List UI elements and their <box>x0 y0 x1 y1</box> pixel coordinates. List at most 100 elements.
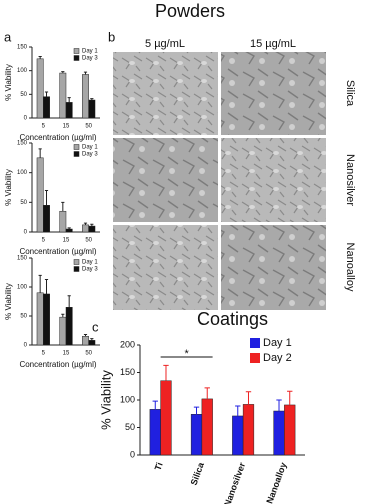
column-header: 15 µg/mL <box>250 38 296 50</box>
bar <box>160 380 172 456</box>
error-bar <box>90 338 94 341</box>
y-axis-label: % Viability <box>4 64 13 101</box>
bar <box>284 404 296 456</box>
panel-label: a <box>4 29 12 44</box>
legend-swatch <box>73 266 80 272</box>
bar <box>59 72 67 119</box>
legend-label: Day 2 <box>263 352 292 364</box>
legend-label: Day 3 <box>82 56 98 62</box>
bar <box>65 228 73 233</box>
micrograph <box>221 138 326 222</box>
legend-swatch <box>250 353 260 363</box>
error-bar <box>204 387 210 399</box>
x-tick-label: Nanoalloy <box>264 461 288 504</box>
row-label: Nanosilver <box>344 154 356 206</box>
legend-label: Day 3 <box>82 152 98 158</box>
x-tick-label: 15 <box>63 238 70 244</box>
y-tick-label: 150 <box>17 45 28 51</box>
error-bar <box>67 227 71 230</box>
bar <box>36 58 44 119</box>
y-tick-label: 100 <box>120 394 135 404</box>
bar <box>36 157 44 233</box>
x-tick-label: Nanosilver <box>222 461 247 504</box>
error-bar <box>38 55 42 59</box>
row-label: Silica <box>344 80 356 107</box>
error-bar <box>38 148 42 158</box>
bar <box>43 293 50 346</box>
y-tick-label: 150 <box>17 141 28 147</box>
y-tick-label: 50 <box>20 314 27 320</box>
x-tick-label: 50 <box>85 351 92 357</box>
y-axis-label: % Viability <box>99 370 114 430</box>
x-axis-label: Concentration (µg/ml) <box>19 133 96 142</box>
y-tick-label: 100 <box>17 170 28 176</box>
error-bar <box>193 406 200 415</box>
error-bar <box>67 295 71 308</box>
column-header: 5 µg/mL <box>145 38 185 50</box>
error-bar <box>83 71 88 75</box>
x-axis-label: Concentration (µg/ml) <box>19 247 96 256</box>
y-tick-label: 0 <box>24 230 28 236</box>
panel-label: b <box>108 29 115 44</box>
error-bar <box>287 390 293 405</box>
micrograph <box>221 225 326 310</box>
y-tick-label: 100 <box>17 285 28 291</box>
error-bar <box>38 274 42 293</box>
bar <box>65 102 73 119</box>
legend-swatch <box>73 151 80 157</box>
bar <box>82 336 89 346</box>
bar <box>273 410 285 456</box>
panel-label: c <box>92 319 99 334</box>
y-axis-label: % Viability <box>4 169 13 206</box>
y-tick-label: 50 <box>20 200 27 206</box>
legend-label: Day 3 <box>82 267 98 273</box>
bar <box>82 74 89 119</box>
error-bar <box>44 189 49 206</box>
bar <box>201 398 213 456</box>
bar <box>88 99 96 119</box>
error-bar <box>67 97 71 103</box>
y-tick-label: 0 <box>24 116 28 122</box>
error-bar <box>152 400 158 410</box>
bar <box>82 224 89 233</box>
legend-label: Day 1 <box>263 337 292 349</box>
error-bar <box>276 399 282 411</box>
x-tick-label: Ti <box>153 461 165 472</box>
legend-label: Day 1 <box>82 49 98 55</box>
error-bar <box>163 364 169 381</box>
legend-swatch <box>73 55 80 61</box>
x-tick-label: 5 <box>42 238 46 244</box>
error-bar <box>44 278 49 294</box>
x-tick-label: 5 <box>42 351 46 357</box>
chart-title: Coatings <box>197 309 268 329</box>
error-bar <box>61 313 65 318</box>
figure-title: Powders <box>155 1 225 21</box>
error-bar <box>61 71 65 74</box>
legend-swatch <box>73 144 80 150</box>
error-bar <box>61 201 65 212</box>
x-tick-label: 50 <box>85 238 92 244</box>
bar <box>88 340 96 346</box>
bar <box>36 292 44 346</box>
bar <box>59 316 67 346</box>
x-tick-label: 50 <box>85 124 92 130</box>
micrograph <box>113 138 218 222</box>
y-axis-label: % Viability <box>4 283 13 320</box>
error-bar <box>90 223 94 227</box>
micrograph <box>221 52 326 135</box>
bar <box>43 96 50 119</box>
legend-label: Day 1 <box>82 145 98 151</box>
legend-swatch <box>73 48 80 54</box>
micrograph <box>113 225 218 310</box>
error-bar <box>245 391 252 405</box>
row-label: Nanoalloy <box>344 243 356 292</box>
bar <box>232 415 244 456</box>
micrographs <box>113 52 326 310</box>
bar <box>242 404 255 456</box>
error-bar <box>83 222 88 225</box>
micrograph <box>113 52 218 135</box>
y-tick-label: 150 <box>120 367 135 377</box>
y-tick-label: 50 <box>20 92 27 98</box>
